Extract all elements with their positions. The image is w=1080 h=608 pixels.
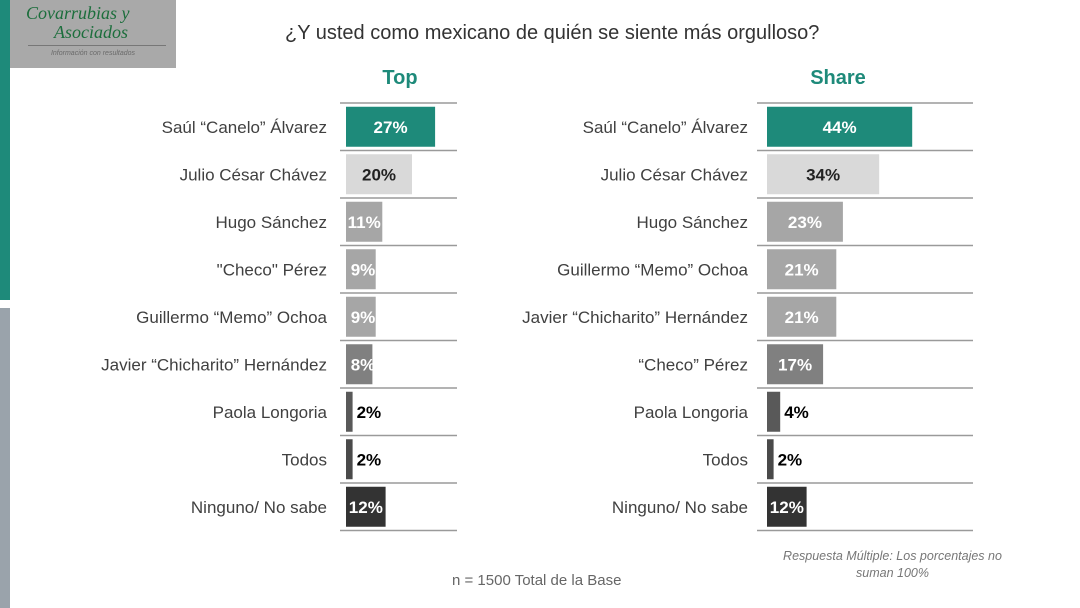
share-category-label: Guillermo “Memo” Ochoa	[557, 260, 748, 279]
accent-stripe	[0, 0, 10, 300]
share-bar	[767, 439, 774, 480]
sample-size-note: n = 1500 Total de la Base	[452, 572, 622, 589]
share-category-label: Saúl “Canelo” Álvarez	[583, 118, 748, 137]
top-data-label: 11%	[348, 213, 381, 232]
share-data-label: 4%	[784, 403, 809, 422]
share-bar	[767, 154, 880, 195]
share-bar	[767, 249, 837, 290]
top-data-label: 27%	[374, 118, 408, 137]
share-bar	[767, 344, 824, 385]
top-category-label: Todos	[282, 450, 327, 469]
top-bar	[346, 154, 412, 195]
logo-line1: Covarrubias y	[26, 3, 130, 23]
top-bar	[346, 391, 353, 432]
top-data-label: 9%	[351, 308, 376, 327]
share-bar	[767, 486, 807, 527]
share-data-label: 34%	[806, 165, 840, 184]
share-data-label: 21%	[785, 308, 819, 327]
share-category-label: “Checo” Pérez	[638, 355, 748, 374]
share-category-label: Hugo Sánchez	[636, 213, 748, 232]
top-data-label: 12%	[349, 498, 383, 517]
multiple-response-note: Respuesta Múltiple: Los porcentajes no s…	[783, 549, 1002, 580]
top-category-label: Javier “Chicharito” Hernández	[101, 355, 327, 374]
share-data-label: 12%	[770, 498, 804, 517]
share-category-label: Todos	[703, 450, 748, 469]
top-category-label: "Checo" Pérez	[217, 260, 327, 279]
share-data-label: 2%	[778, 450, 803, 469]
top-category-label: Saúl “Canelo” Álvarez	[162, 118, 327, 137]
share-bar	[767, 201, 843, 242]
top-bar	[346, 249, 376, 290]
top-bar	[346, 296, 376, 337]
top-bar	[346, 201, 383, 242]
top-data-label: 20%	[362, 165, 396, 184]
logo-tagline: Información con resultados	[50, 50, 136, 57]
share-category-label: Julio César Chávez	[601, 165, 748, 184]
top-category-label: Paola Longoria	[213, 403, 328, 422]
share-bar	[767, 296, 837, 337]
share-bar	[767, 106, 913, 147]
page-title: ¿Y usted como mexicano de quién se sient…	[285, 22, 820, 44]
top-category-label: Ninguno/ No sabe	[191, 498, 327, 517]
side-stripe	[0, 308, 10, 608]
top-data-label: 2%	[357, 403, 382, 422]
top-bar	[346, 344, 373, 385]
share-chart-title: Share	[810, 67, 866, 89]
top-chart-title: Top	[382, 67, 417, 89]
share-category-label: Javier “Chicharito” Hernández	[522, 308, 748, 327]
top-data-label: 9%	[351, 260, 376, 279]
logo-rule	[28, 45, 166, 46]
logo-line2: Asociados	[54, 22, 128, 42]
share-category-label: Paola Longoria	[634, 403, 749, 422]
top-category-label: Julio César Chávez	[180, 165, 327, 184]
top-bar	[346, 486, 386, 527]
top-bar	[346, 106, 436, 147]
top-bar	[346, 439, 353, 480]
top-data-label: 8%	[351, 355, 376, 374]
share-data-label: 21%	[785, 260, 819, 279]
share-data-label: 44%	[823, 118, 857, 137]
share-category-label: Ninguno/ No sabe	[612, 498, 748, 517]
share-bar	[767, 391, 781, 432]
share-data-label: 17%	[778, 355, 812, 374]
company-logo: Covarrubias y Asociados Información con …	[10, 0, 176, 68]
top-category-label: Guillermo “Memo” Ochoa	[136, 308, 327, 327]
top-data-label: 2%	[357, 450, 382, 469]
top-category-label: Hugo Sánchez	[215, 213, 327, 232]
share-data-label: 23%	[788, 213, 822, 232]
